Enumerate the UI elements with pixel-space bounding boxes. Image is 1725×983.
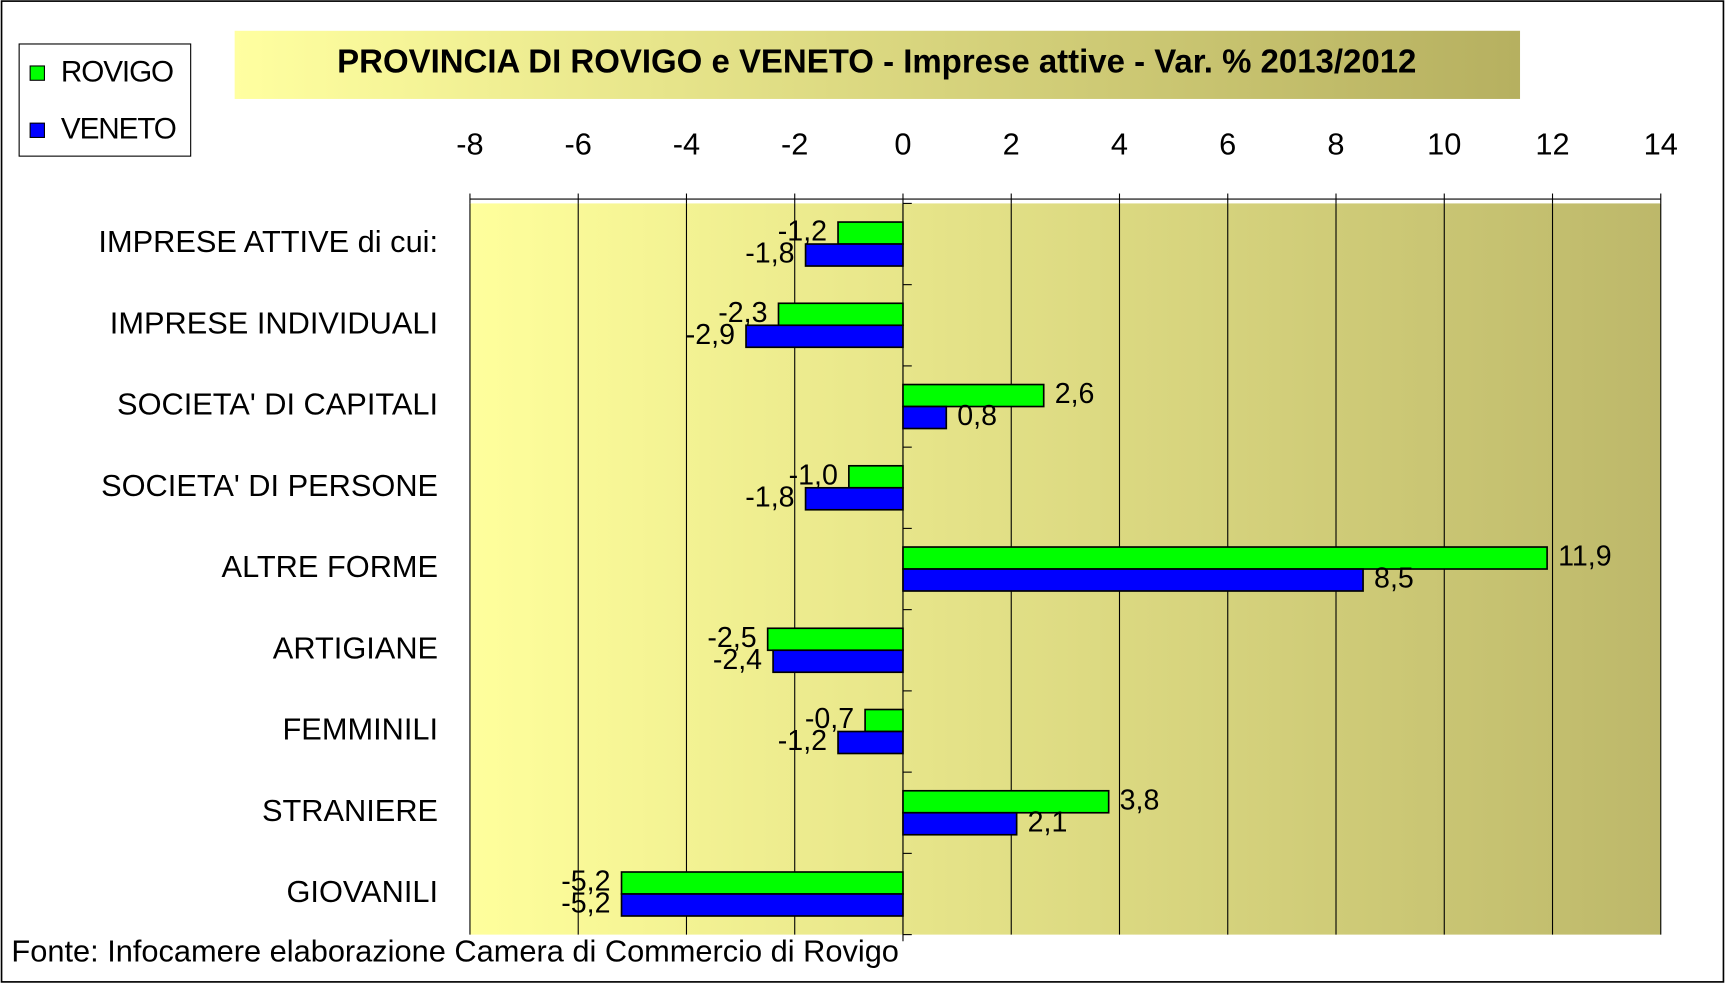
x-tick-label: 14 bbox=[1644, 126, 1678, 161]
y-tick-label: SOCIETA' DI CAPITALI bbox=[117, 387, 438, 422]
marks: -8 -6 -4 -2 0 2 4 6 8 10 12 14 ROVIGO VENETO IMPRESE A… bbox=[29, 56, 1678, 942]
x-tick-label: 6 bbox=[1219, 126, 1236, 161]
legend-swatch bbox=[29, 122, 45, 138]
x-tick-label: 0 bbox=[894, 126, 911, 161]
bar bbox=[772, 649, 904, 674]
bar bbox=[837, 730, 904, 755]
bar bbox=[902, 383, 1045, 408]
bar bbox=[837, 221, 904, 245]
bar bbox=[902, 546, 1548, 570]
bar bbox=[620, 871, 904, 895]
data-label: 11,9 bbox=[1558, 541, 1612, 573]
y-tick-label: IMPRESE ATTIVE di cui: bbox=[98, 224, 438, 259]
x-tick-label: 8 bbox=[1327, 126, 1344, 161]
legend-box bbox=[18, 43, 192, 157]
bar bbox=[620, 893, 904, 917]
bar bbox=[804, 486, 904, 511]
bar bbox=[804, 243, 904, 267]
x-tick-label: -8 bbox=[456, 126, 483, 161]
data-label: 8,5 bbox=[1374, 563, 1414, 595]
source-note: Fonte: Infocamere elaborazione Camera di… bbox=[11, 933, 898, 968]
bar bbox=[745, 324, 904, 349]
data-label: -1,8 bbox=[745, 481, 794, 513]
x-tick-label: 12 bbox=[1535, 126, 1569, 161]
data-label: 2,6 bbox=[1055, 378, 1095, 410]
data-label: -2,4 bbox=[713, 644, 762, 676]
y-tick-label: GIOVANILI bbox=[286, 874, 438, 909]
bar bbox=[848, 464, 904, 489]
data-label: -2,5 bbox=[707, 622, 756, 654]
data-label: -2,9 bbox=[686, 319, 735, 351]
y-tick-label: ARTIGIANE bbox=[273, 630, 438, 665]
y-tick-label: FEMMINILI bbox=[283, 712, 439, 747]
data-label: -5,2 bbox=[561, 888, 610, 920]
bar bbox=[902, 568, 1364, 592]
x-tick-label: -4 bbox=[673, 126, 700, 161]
data-label: 0,8 bbox=[957, 400, 997, 432]
legend-label: VENETO bbox=[61, 113, 176, 146]
legend-label: ROVIGO bbox=[61, 56, 173, 89]
data-label: -5,2 bbox=[561, 866, 610, 898]
bar bbox=[777, 302, 904, 327]
y-tick-label: ALTRE FORME bbox=[222, 549, 439, 584]
data-label: 2,1 bbox=[1028, 806, 1068, 838]
bar bbox=[864, 708, 904, 733]
data-label: -1,2 bbox=[778, 216, 827, 248]
legend-swatch bbox=[29, 65, 45, 81]
x-tick-label: 10 bbox=[1427, 126, 1461, 161]
bar bbox=[902, 789, 1110, 814]
y-tick-label: STRANIERE bbox=[262, 793, 438, 828]
data-label: -1,8 bbox=[745, 238, 794, 270]
data-label: -0,7 bbox=[805, 703, 854, 735]
chart-title: PROVINCIA DI ROVIGO e VENETO - Imprese a… bbox=[337, 42, 1416, 79]
x-tick-label: 2 bbox=[1003, 126, 1020, 161]
data-label: -1,0 bbox=[789, 459, 838, 491]
data-label: -2,3 bbox=[718, 297, 767, 329]
y-tick-label: IMPRESE INDIVIDUALI bbox=[110, 305, 438, 340]
x-tick-label: 4 bbox=[1111, 126, 1128, 161]
bar bbox=[902, 811, 1018, 836]
data-label: -1,2 bbox=[778, 725, 827, 757]
bar bbox=[766, 627, 904, 652]
x-tick-label: -6 bbox=[565, 126, 592, 161]
title-bg bbox=[234, 30, 1521, 99]
data-label: 3,8 bbox=[1120, 784, 1160, 816]
y-tick-label: SOCIETA' DI PERSONE bbox=[101, 468, 438, 503]
bar bbox=[902, 405, 948, 430]
x-tick-label: -2 bbox=[781, 126, 808, 161]
